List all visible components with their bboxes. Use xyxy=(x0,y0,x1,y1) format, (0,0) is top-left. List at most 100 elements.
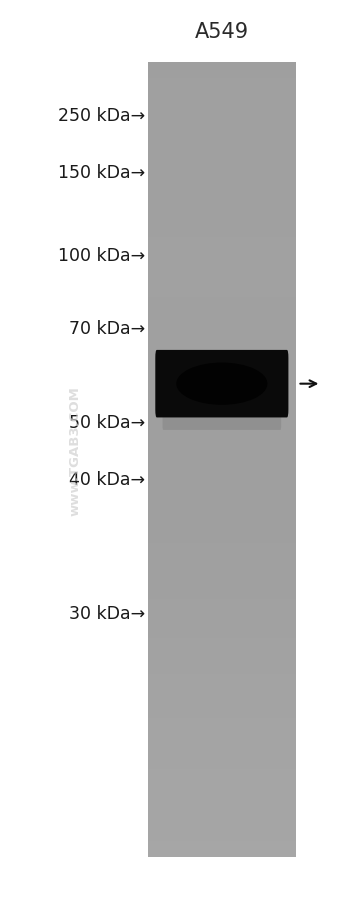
Bar xyxy=(148,622,296,627)
Bar xyxy=(148,575,296,579)
Bar xyxy=(148,845,296,849)
Bar xyxy=(148,218,296,222)
Bar xyxy=(148,131,296,134)
Bar xyxy=(148,420,296,424)
Bar xyxy=(148,833,296,837)
Bar xyxy=(148,821,296,825)
Bar xyxy=(148,262,296,265)
FancyBboxPatch shape xyxy=(163,404,281,430)
Bar xyxy=(148,309,296,313)
Bar xyxy=(148,714,296,718)
Bar xyxy=(148,523,296,528)
Bar xyxy=(148,781,296,786)
Bar xyxy=(148,658,296,662)
Bar xyxy=(148,79,296,83)
Bar xyxy=(148,253,296,258)
Bar xyxy=(148,111,296,115)
Text: 50 kDa→: 50 kDa→ xyxy=(69,413,145,431)
Bar xyxy=(148,730,296,734)
Bar xyxy=(148,722,296,726)
Bar xyxy=(148,741,296,746)
Bar xyxy=(148,587,296,591)
Bar xyxy=(148,182,296,186)
Text: 100 kDa→: 100 kDa→ xyxy=(58,247,145,265)
Bar xyxy=(148,769,296,774)
Bar xyxy=(148,151,296,154)
Bar xyxy=(148,750,296,754)
Bar xyxy=(148,194,296,198)
Bar xyxy=(148,686,296,690)
Bar xyxy=(148,337,296,341)
Bar xyxy=(148,801,296,805)
Bar xyxy=(148,556,296,559)
Bar xyxy=(148,99,296,103)
Bar xyxy=(148,91,296,95)
Bar xyxy=(148,528,296,531)
Bar xyxy=(148,492,296,496)
Bar xyxy=(148,667,296,670)
Bar xyxy=(148,186,296,190)
Bar xyxy=(148,746,296,750)
Bar xyxy=(148,345,296,349)
Bar xyxy=(148,95,296,99)
Bar xyxy=(148,662,296,667)
Bar xyxy=(148,392,296,397)
Bar xyxy=(148,170,296,174)
Text: 70 kDa→: 70 kDa→ xyxy=(69,319,145,337)
Bar xyxy=(148,480,296,483)
Bar xyxy=(148,814,296,817)
Bar xyxy=(148,87,296,91)
Bar xyxy=(148,154,296,159)
Bar xyxy=(148,210,296,214)
Bar xyxy=(148,222,296,226)
Bar xyxy=(148,412,296,417)
Bar xyxy=(148,710,296,714)
Bar xyxy=(148,734,296,738)
Bar xyxy=(148,333,296,337)
Bar xyxy=(148,464,296,468)
Bar xyxy=(148,174,296,179)
Bar xyxy=(148,206,296,210)
Bar xyxy=(148,531,296,536)
Bar xyxy=(148,841,296,845)
Bar xyxy=(148,511,296,516)
Bar xyxy=(148,432,296,437)
Bar xyxy=(148,805,296,809)
Bar xyxy=(148,202,296,206)
Bar xyxy=(148,83,296,87)
Bar xyxy=(148,726,296,730)
Bar xyxy=(148,139,296,143)
Bar xyxy=(148,647,296,650)
Bar xyxy=(148,377,296,381)
Bar xyxy=(148,234,296,238)
Bar xyxy=(148,595,296,599)
Bar xyxy=(148,754,296,758)
Bar xyxy=(148,440,296,444)
Bar xyxy=(148,226,296,230)
Bar xyxy=(148,488,296,492)
Bar xyxy=(148,452,296,456)
Bar xyxy=(148,329,296,333)
Bar xyxy=(148,853,296,857)
Bar xyxy=(148,468,296,472)
Bar xyxy=(148,639,296,642)
Bar xyxy=(148,437,296,440)
Bar xyxy=(148,520,296,523)
Bar xyxy=(148,242,296,245)
Bar xyxy=(148,583,296,587)
Bar xyxy=(148,313,296,318)
Bar xyxy=(148,75,296,79)
Bar xyxy=(148,460,296,464)
Bar xyxy=(148,695,296,698)
Bar xyxy=(148,198,296,202)
Bar xyxy=(148,424,296,428)
Bar xyxy=(148,143,296,146)
Bar xyxy=(148,619,296,622)
Bar xyxy=(148,404,296,409)
Bar xyxy=(148,214,296,218)
Bar xyxy=(148,789,296,794)
Bar xyxy=(148,500,296,503)
Bar xyxy=(148,837,296,841)
Bar xyxy=(148,829,296,833)
Bar xyxy=(148,642,296,647)
